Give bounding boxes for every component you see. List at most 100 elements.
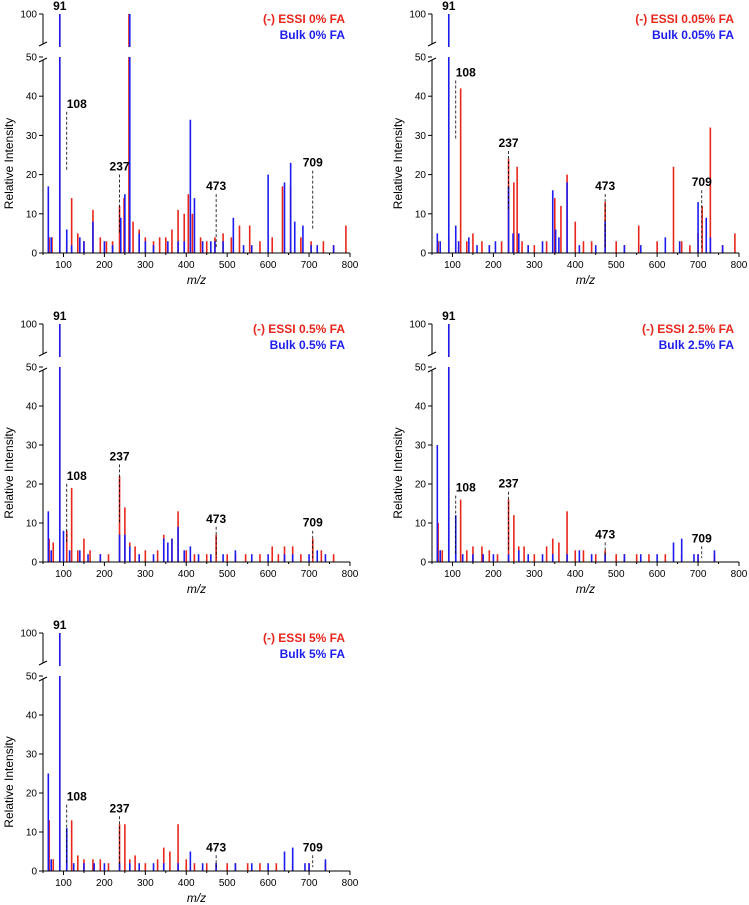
peak-label: 473 <box>206 179 226 193</box>
y-tick-label: 0 <box>31 867 37 878</box>
x-tick-label: 800 <box>731 260 748 271</box>
peak-label: 108 <box>456 481 476 495</box>
x-tick-label: 300 <box>137 569 154 580</box>
axis-break-marks <box>38 351 48 373</box>
y-tick-label: 100 <box>20 320 37 331</box>
y-tick-label: 0 <box>420 558 426 569</box>
y-axis-label: Relative Intensity <box>391 427 405 518</box>
y-tick-label: 50 <box>26 53 38 64</box>
legend-bulk: Bulk 0% FA <box>280 28 346 42</box>
y-tick-label: 10 <box>415 209 427 220</box>
y-tick-label: 0 <box>31 558 37 569</box>
x-tick-label: 200 <box>485 260 502 271</box>
y-tick-label: 100 <box>409 10 426 21</box>
axis-break-marks <box>427 351 437 373</box>
peak-label: 473 <box>206 840 226 854</box>
y-tick-label: 10 <box>26 828 38 839</box>
y-tick-label: 30 <box>26 131 38 142</box>
x-axis-label: m/z <box>576 582 595 596</box>
x-tick-label: 800 <box>342 569 359 580</box>
y-tick-label: 40 <box>415 402 427 413</box>
y-tick-label: 20 <box>415 170 427 181</box>
x-tick-label: 600 <box>260 878 277 889</box>
x-tick-label: 200 <box>485 569 502 580</box>
y-tick-label: 50 <box>26 672 38 683</box>
y-tick-label: 100 <box>20 10 37 21</box>
y-tick-label: 0 <box>31 249 37 260</box>
peak-label: 91 <box>53 309 67 323</box>
y-tick-label: 40 <box>26 92 38 103</box>
legend-bulk: Bulk 2.5% FA <box>659 338 735 352</box>
y-tick-label: 50 <box>415 53 427 64</box>
x-tick-label: 200 <box>96 569 113 580</box>
y-tick-label: 50 <box>26 363 38 374</box>
x-tick-label: 700 <box>301 260 318 271</box>
x-tick-label: 700 <box>301 878 318 889</box>
y-tick-label: 20 <box>26 170 38 181</box>
legend-essi: (-) ESSI 0.05% FA <box>635 12 734 26</box>
x-tick-label: 800 <box>342 878 359 889</box>
x-tick-label: 200 <box>96 260 113 271</box>
peak-label: 108 <box>456 65 476 79</box>
peak-label: 108 <box>67 790 87 804</box>
peak-label: 237 <box>499 477 519 491</box>
peak-label: 709 <box>692 531 712 545</box>
peak-label: 473 <box>206 512 226 526</box>
peak-label: 709 <box>303 516 323 530</box>
x-tick-label: 700 <box>690 260 707 271</box>
peak-label: 91 <box>53 618 67 632</box>
y-tick-label: 40 <box>415 92 427 103</box>
legend-bulk: Bulk 0.5% FA <box>270 338 346 352</box>
x-tick-label: 200 <box>96 878 113 889</box>
legend-essi: (-) ESSI 0% FA <box>263 12 345 26</box>
x-tick-label: 100 <box>55 878 72 889</box>
peak-label: 237 <box>110 449 130 463</box>
legend-essi: (-) ESSI 2.5% FA <box>642 322 734 336</box>
chart-panel-5: 100 200 300 400 500 600 700 800 0 10 20 30 40 50 100 m/… <box>2 618 359 905</box>
chart-panel-1: 100 200 300 400 500 600 700 800 0 10 20 30 40 50 100 m/… <box>2 0 359 287</box>
y-tick-label: 20 <box>26 789 38 800</box>
y-tick-label: 20 <box>26 480 38 491</box>
x-tick-label: 100 <box>444 569 461 580</box>
chart-panel-2: 100 200 300 400 500 600 700 800 0 10 20 30 40 50 100 m/… <box>391 0 748 287</box>
x-axis-label: m/z <box>187 273 206 287</box>
legend-bulk: Bulk 5% FA <box>280 647 346 661</box>
legend-bulk: Bulk 0.05% FA <box>652 28 734 42</box>
peak-label: 91 <box>53 0 67 13</box>
y-tick-label: 100 <box>409 320 426 331</box>
x-tick-label: 600 <box>649 260 666 271</box>
peak-label: 108 <box>67 97 87 111</box>
y-tick-label: 0 <box>420 249 426 260</box>
y-axis-label: Relative Intensity <box>2 427 16 518</box>
x-tick-label: 400 <box>567 569 584 580</box>
peak-label: 709 <box>303 156 323 170</box>
y-tick-label: 10 <box>415 519 427 530</box>
x-axis-label: m/z <box>187 891 206 905</box>
x-tick-label: 800 <box>342 260 359 271</box>
x-tick-label: 300 <box>526 260 543 271</box>
y-tick-label: 10 <box>26 519 38 530</box>
x-tick-label: 400 <box>178 878 195 889</box>
y-axis-label: Relative Intensity <box>391 118 405 209</box>
peak-label: 709 <box>692 175 712 189</box>
peak-label: 91 <box>442 0 456 13</box>
axis-break-marks <box>38 660 48 682</box>
x-tick-label: 500 <box>219 260 236 271</box>
x-tick-label: 600 <box>649 569 666 580</box>
y-tick-label: 30 <box>415 441 427 452</box>
x-tick-label: 500 <box>608 569 625 580</box>
y-tick-label: 20 <box>415 480 427 491</box>
peak-label: 709 <box>303 840 323 854</box>
peak-label: 237 <box>110 801 130 815</box>
peak-label: 237 <box>499 136 519 150</box>
x-tick-label: 400 <box>567 260 584 271</box>
x-tick-label: 300 <box>137 260 154 271</box>
x-tick-label: 700 <box>690 569 707 580</box>
axis-break-marks <box>427 41 437 63</box>
x-tick-label: 100 <box>444 260 461 271</box>
peak-label: 91 <box>442 309 456 323</box>
peak-label: 473 <box>595 179 615 193</box>
x-tick-label: 300 <box>526 569 543 580</box>
peak-label: 108 <box>67 469 87 483</box>
